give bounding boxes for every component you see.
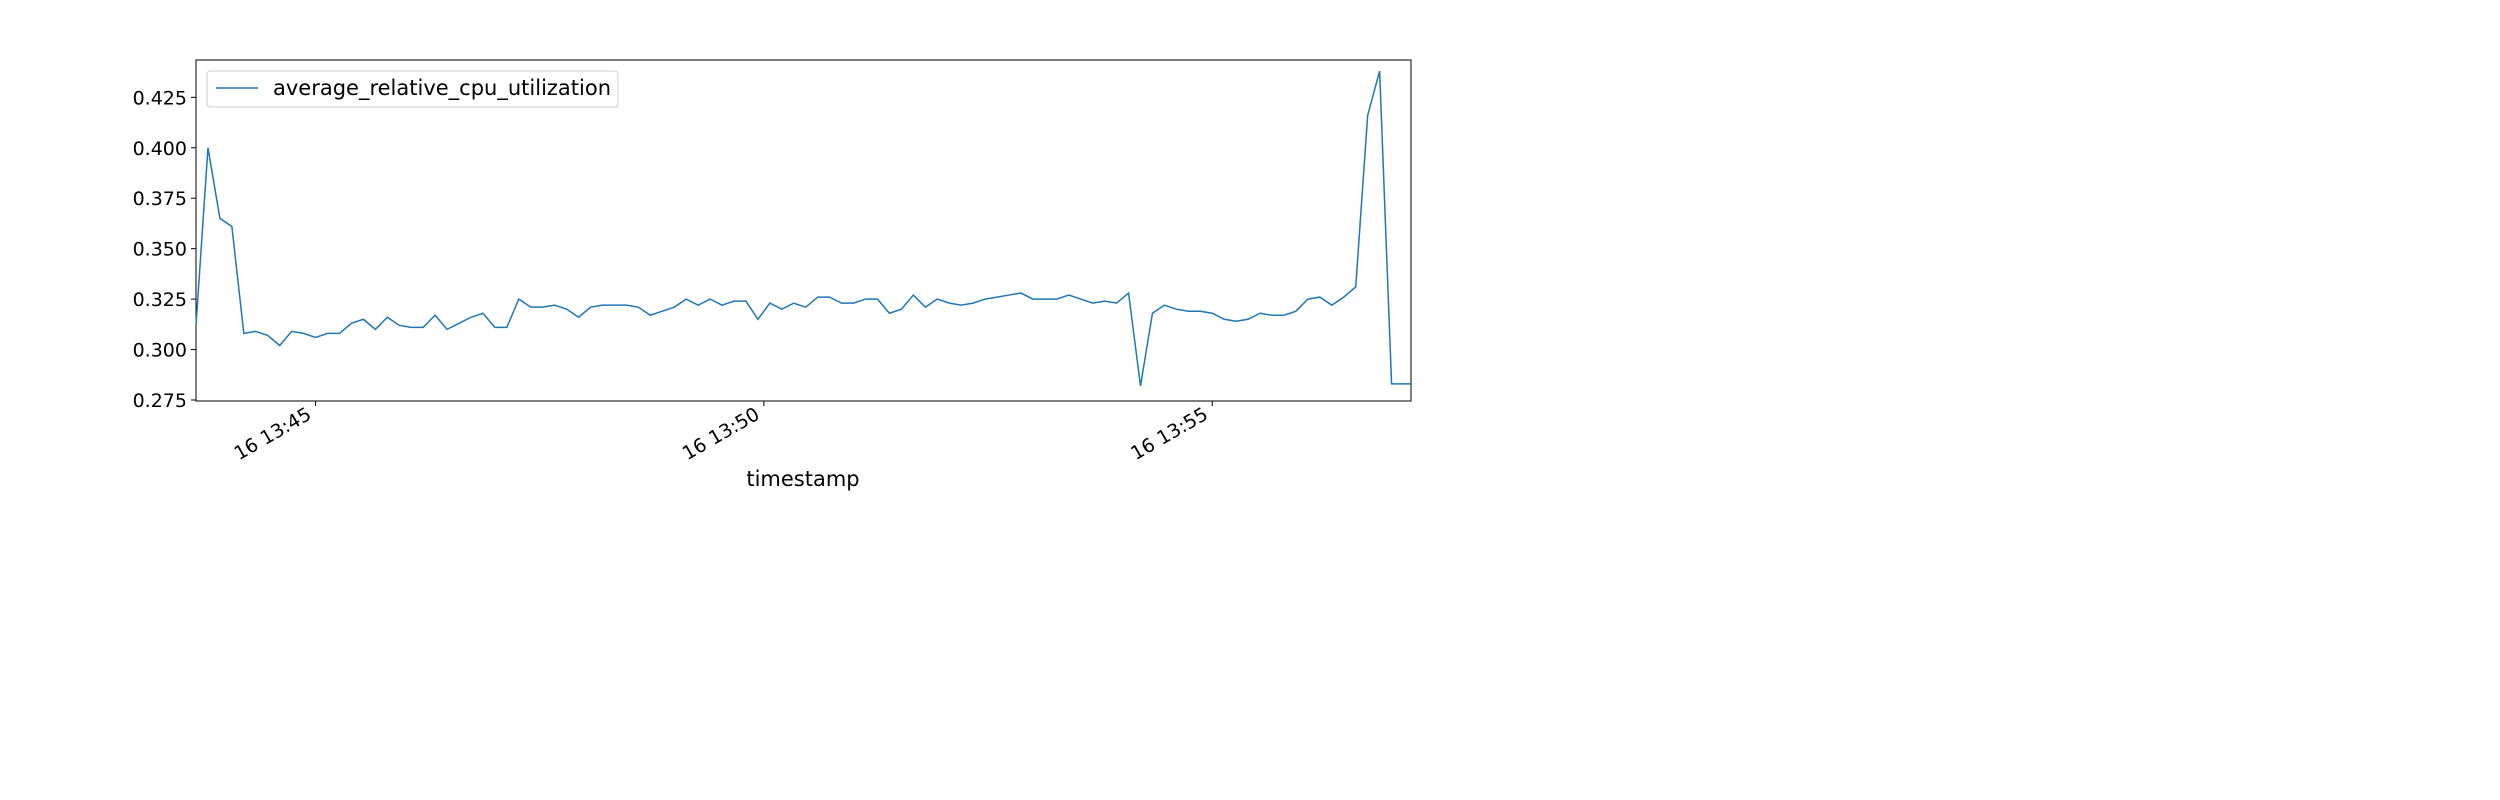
x-tick-label: 16 13:45 xyxy=(230,403,315,465)
x-axis-label: timestamp xyxy=(746,467,859,491)
y-tick-label: 0.425 xyxy=(133,87,187,109)
plot-area-frame xyxy=(195,59,1412,402)
line-chart: 0.275 0.300 0.325 0.350 0.375 0.400 0.425 16 1… xyxy=(133,59,1412,491)
y-tick-label: 0.300 xyxy=(133,340,187,362)
legend-box xyxy=(206,70,619,108)
legend-label: average_relative_cpu_utilization xyxy=(273,76,611,101)
chart-container: 0.275 0.300 0.325 0.350 0.375 0.400 0.425 16 1… xyxy=(0,0,1555,500)
x-axis-ticks: 16 13:45 16 13:50 16 13:55 xyxy=(230,401,1213,465)
y-tick-label: 0.375 xyxy=(133,188,187,210)
legend: average_relative_cpu_utilization xyxy=(206,70,619,108)
x-tick-label: 16 13:55 xyxy=(1127,403,1212,465)
y-tick-label: 0.400 xyxy=(133,138,187,160)
series-line-average-relative-cpu-utilization xyxy=(195,70,1411,386)
x-tick-label: 16 13:50 xyxy=(679,403,764,465)
y-tick-label: 0.325 xyxy=(133,289,187,311)
y-tick-label: 0.275 xyxy=(133,390,187,412)
y-tick-label: 0.350 xyxy=(133,239,187,261)
y-axis-ticks: 0.275 0.300 0.325 0.350 0.375 0.400 0.425 xyxy=(133,87,196,412)
